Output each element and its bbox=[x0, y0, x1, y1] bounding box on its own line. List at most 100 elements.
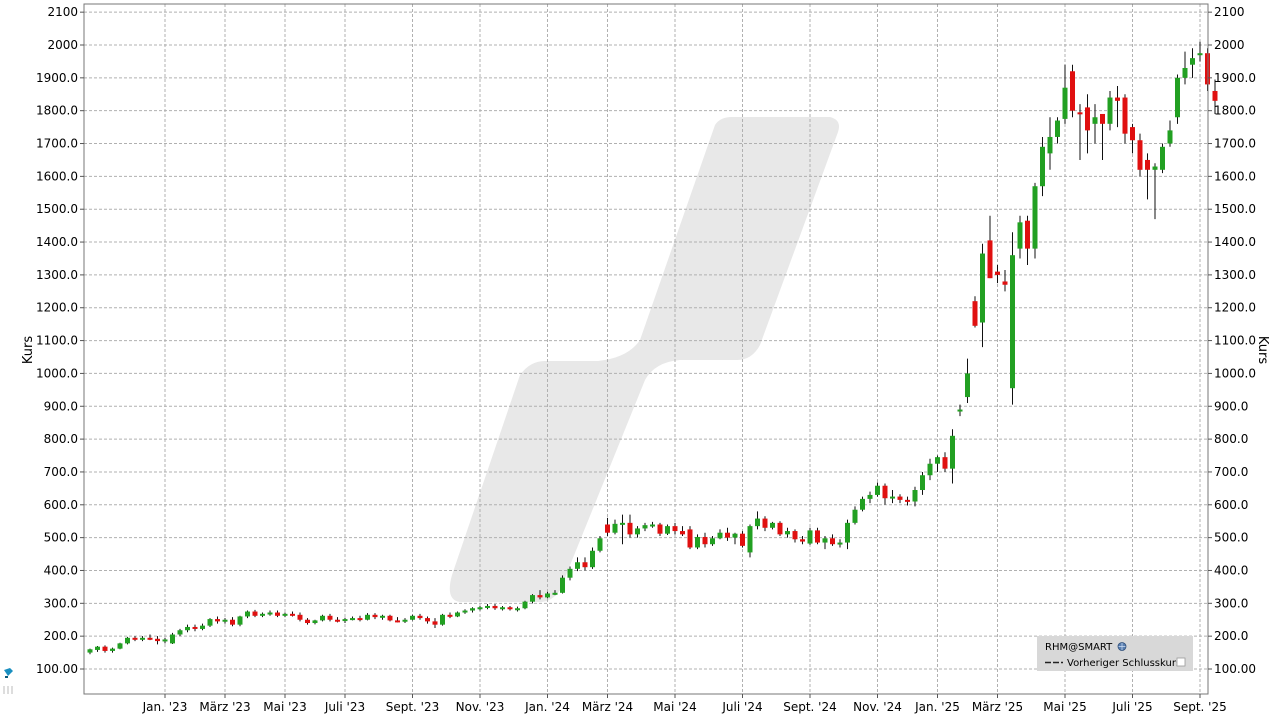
candle-down bbox=[762, 518, 768, 528]
y-tick-label-left: 200.0 bbox=[44, 629, 78, 643]
candle-down bbox=[972, 301, 978, 326]
candle-up bbox=[755, 518, 760, 527]
candle-down bbox=[1100, 113, 1105, 124]
plot-area[interactable] bbox=[83, 3, 1209, 695]
candle-up bbox=[612, 523, 618, 533]
candle-up bbox=[965, 373, 970, 398]
legend: RHM@SMART Vorheriger Schlusskurs bbox=[1037, 636, 1193, 671]
candle-up bbox=[530, 595, 535, 602]
x-tick-label: Sept. '23 bbox=[386, 700, 440, 714]
y-tick-label-left: 600.0 bbox=[44, 498, 78, 512]
candle-down bbox=[740, 533, 745, 546]
y-tick-label-right: 1200.0 bbox=[1214, 301, 1256, 315]
candle-down bbox=[132, 637, 138, 640]
candle-down bbox=[672, 526, 678, 532]
y-tick-label-left: 2100 bbox=[47, 5, 78, 19]
candle-up bbox=[927, 463, 933, 476]
candle-up bbox=[200, 625, 205, 629]
candle-down bbox=[1145, 159, 1150, 170]
candle-up bbox=[875, 485, 880, 495]
x-tick-label: Nov. '24 bbox=[853, 700, 902, 714]
y-axis-right: 2100 2000 1900.0 1800.0 1700.0 1600.0 1500.0 14… bbox=[1208, 5, 1256, 676]
candle-down bbox=[987, 240, 993, 279]
scroll-grip-icon[interactable] bbox=[3, 686, 13, 694]
y-tick-label-left: 1400.0 bbox=[36, 235, 78, 249]
y-tick-label-right: 1600.0 bbox=[1214, 169, 1256, 183]
x-tick-label: Jan. '24 bbox=[524, 700, 570, 714]
y-tick-label-right: 600.0 bbox=[1214, 498, 1248, 512]
candle-up bbox=[867, 494, 873, 499]
candle-up bbox=[185, 626, 190, 631]
candle-down bbox=[882, 485, 888, 499]
candle-up bbox=[477, 607, 483, 610]
candle-down bbox=[155, 638, 160, 642]
candle-up bbox=[635, 528, 640, 535]
candle-down bbox=[1137, 140, 1143, 170]
candle-up bbox=[852, 509, 858, 523]
candle-down bbox=[995, 271, 1000, 275]
candle-up bbox=[642, 525, 648, 529]
candle-up bbox=[912, 490, 918, 502]
candle-down bbox=[627, 522, 633, 535]
candle-up bbox=[552, 592, 558, 595]
y-tick-label-right: 2000 bbox=[1214, 38, 1245, 52]
candle-down bbox=[327, 615, 333, 620]
candle-down bbox=[800, 539, 805, 542]
candle-up bbox=[222, 619, 228, 622]
x-tick-label: Sept. '25 bbox=[1173, 700, 1227, 714]
chart-tool-icon[interactable] bbox=[4, 668, 13, 678]
candle-up bbox=[545, 593, 550, 598]
y-tick-label-right: 1000.0 bbox=[1214, 366, 1256, 380]
y-axis-left: 2100 2000 1900.0 1800.0 1700.0 1600.0 1500.0 14… bbox=[36, 5, 84, 676]
y-tick-label-right: 800.0 bbox=[1214, 432, 1248, 446]
candle-up bbox=[312, 620, 318, 624]
candle-up bbox=[380, 615, 385, 618]
x-axis: Jan. '23 März '23 Mai '23 Juli '23 Sept. '23… bbox=[142, 694, 1227, 714]
y-tick-label-left: 1500.0 bbox=[36, 202, 78, 216]
y-tick-label-right: 1300.0 bbox=[1214, 268, 1256, 282]
candle-up bbox=[1092, 117, 1098, 124]
candle-up bbox=[365, 614, 370, 620]
candle-down bbox=[1025, 220, 1030, 249]
y-tick-label-left: 1700.0 bbox=[36, 137, 78, 151]
globe-icon[interactable] bbox=[1117, 642, 1127, 651]
candle-down bbox=[815, 530, 820, 543]
candle-down bbox=[725, 532, 730, 538]
candle-down bbox=[537, 595, 543, 598]
candle-up bbox=[860, 498, 865, 510]
candle-up bbox=[770, 522, 775, 528]
candle-up bbox=[1152, 166, 1158, 170]
candle-up bbox=[282, 613, 288, 616]
y-tick-label-right: 700.0 bbox=[1214, 465, 1248, 479]
candle-up bbox=[1182, 67, 1188, 78]
candle-down bbox=[1130, 127, 1135, 141]
candle-up bbox=[845, 522, 850, 543]
candle-down bbox=[605, 524, 610, 533]
candle-up bbox=[410, 615, 415, 620]
candle-down bbox=[357, 618, 363, 621]
candle-up bbox=[590, 550, 595, 568]
candle-up bbox=[110, 648, 115, 651]
y-tick-label-left: 2000 bbox=[47, 38, 78, 52]
candle-up bbox=[1047, 136, 1053, 154]
candle-up bbox=[957, 409, 963, 412]
candle-down bbox=[275, 612, 280, 616]
candle-up bbox=[87, 649, 93, 653]
legend-checkbox[interactable] bbox=[1176, 657, 1186, 667]
y-tick-label-left: 1200.0 bbox=[36, 301, 78, 315]
y-tick-label-left: 1600.0 bbox=[36, 169, 78, 183]
y-tick-label-right: 2100 bbox=[1214, 5, 1245, 19]
candle-down bbox=[297, 614, 303, 620]
candle-down bbox=[1070, 71, 1075, 111]
x-tick-label: März '24 bbox=[582, 700, 633, 714]
candle-down bbox=[702, 536, 708, 545]
candle-up bbox=[1010, 255, 1015, 389]
candle-down bbox=[432, 621, 438, 625]
x-tick-label: Sept. '24 bbox=[783, 700, 837, 714]
candle-up bbox=[575, 562, 580, 569]
candle-up bbox=[695, 536, 700, 548]
candle-up bbox=[342, 619, 348, 622]
candle-up bbox=[1175, 77, 1180, 118]
candle-down bbox=[1002, 281, 1008, 285]
y-tick-label-left: 1800.0 bbox=[36, 104, 78, 118]
